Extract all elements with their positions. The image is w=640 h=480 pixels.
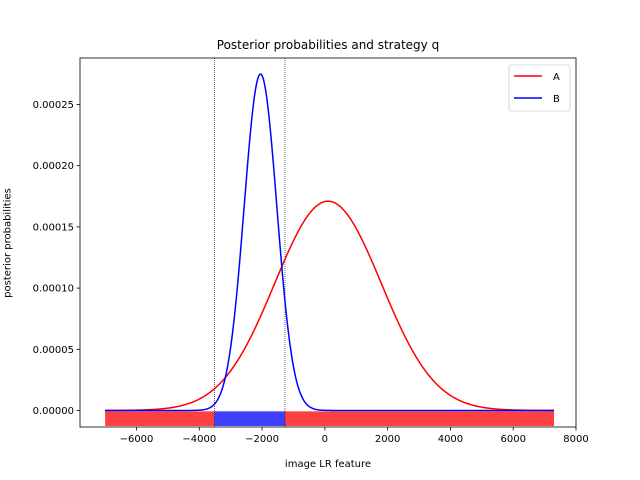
chart-title: Posterior probabilities and strategy q [217,38,439,52]
legend-box [508,64,571,112]
x-tick-label: −6000 [120,434,154,445]
legend: AB [508,64,571,112]
y-tick-label: 0.00005 [33,345,74,356]
y-tick-label: 0.00015 [33,222,74,233]
x-tick-label: −4000 [182,434,216,445]
y-tick-label: 0.00025 [33,100,74,111]
x-axis-label: image LR feature [285,459,371,470]
x-tick-label: 6000 [500,434,525,445]
series-line-A [105,200,555,412]
x-tick-label: 8000 [563,434,588,445]
series-line-B [105,73,555,412]
axes-frame [79,57,577,428]
strategy-q-segment-0 [105,411,215,426]
x-tick-label: 0 [322,434,328,445]
x-tick-label: 2000 [375,434,400,445]
y-tick-label: 0.00000 [33,406,74,417]
legend-label-A: A [553,72,560,83]
legend-label-B: B [553,94,560,105]
x-tick-label: 4000 [438,434,463,445]
plot-area: −6000 −4000 −2000 0 2000 4000 6000 8000 0.00000 0… [33,57,589,445]
y-axis-label: posterior probabilities [2,188,13,298]
x-tick-label: −2000 [245,434,279,445]
strategy-q-segment-2 [284,411,555,426]
y-tick-label: 0.00020 [33,161,74,172]
y-tick-label: 0.00010 [33,284,74,295]
strategy-q-segment-1 [214,411,285,426]
